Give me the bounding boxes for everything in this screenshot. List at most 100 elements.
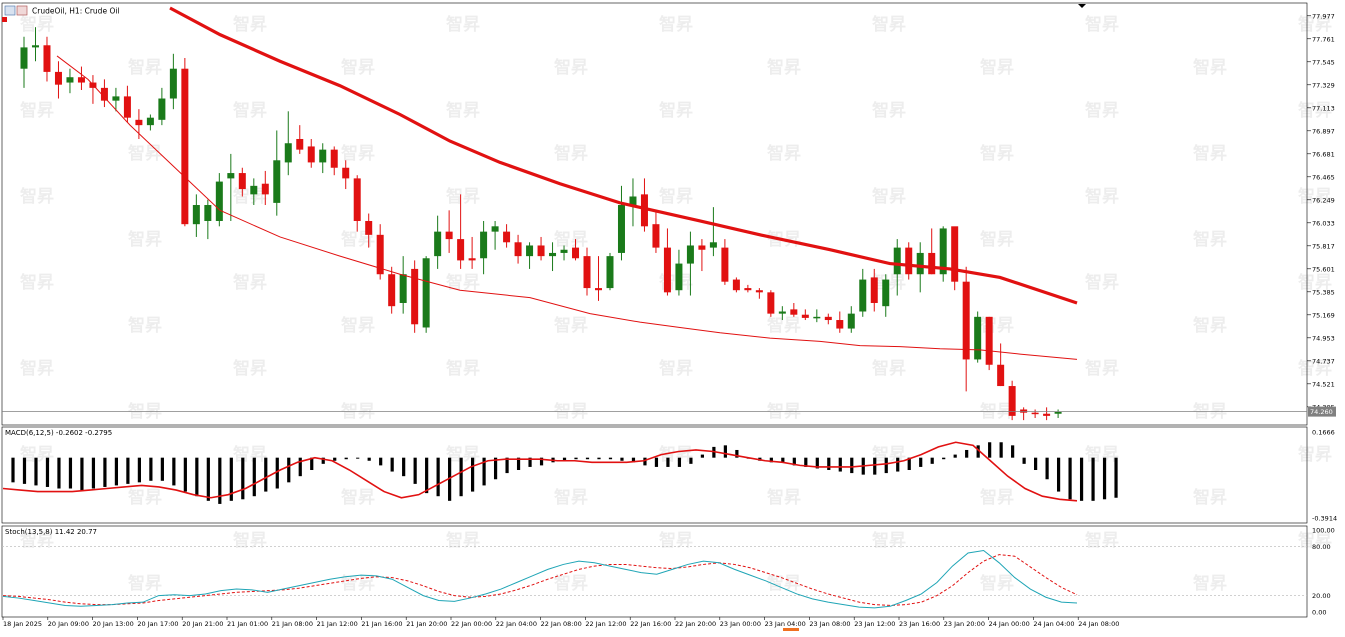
candle-body <box>732 279 740 291</box>
watermark-text: 智昇 <box>1298 186 1332 207</box>
macd-bar <box>390 457 394 472</box>
watermark-text: 智昇 <box>659 358 693 379</box>
macd-bar <box>126 457 130 484</box>
price-tick-label: 77.329 <box>1312 81 1335 89</box>
stoch-tick-label: 0.00 <box>1312 609 1326 617</box>
time-tick-label: 20 Jan 17:00 <box>137 620 178 628</box>
watermark-text: 智昇 <box>1298 272 1332 293</box>
watermark-text: 智昇 <box>233 444 267 465</box>
macd-bar <box>425 457 429 494</box>
macd-panel-border <box>1 426 1308 524</box>
watermark-text: 智昇 <box>233 272 267 293</box>
candle-body <box>847 313 855 329</box>
watermark-text: 智昇 <box>1085 444 1119 465</box>
macd-bar <box>321 457 325 464</box>
macd-bar <box>172 457 176 486</box>
watermark-text: 智昇 <box>1085 186 1119 207</box>
candle-body <box>457 239 465 261</box>
watermark-text: 智昇 <box>20 100 54 121</box>
candle-body <box>652 224 660 248</box>
macd-bar <box>493 457 498 480</box>
macd-bar <box>953 454 957 458</box>
candle-body <box>204 205 212 221</box>
watermark-text: 智昇 <box>554 229 588 250</box>
candle-body <box>939 228 947 275</box>
candle-body <box>261 183 269 195</box>
stoch-signal-line <box>2 554 1078 606</box>
macd-bar <box>367 457 371 461</box>
macd-bar <box>930 457 934 464</box>
price-tick-label: 76.897 <box>1312 127 1335 135</box>
candle-body <box>273 160 281 203</box>
watermark-text: 智昇 <box>1193 57 1227 78</box>
watermark-text: 智昇 <box>446 100 480 121</box>
macd-bar <box>838 457 842 472</box>
watermark-text: 智昇 <box>341 315 375 336</box>
macd-bar <box>505 457 509 474</box>
chart-symbol-icon <box>16 5 28 16</box>
macd-bar <box>1102 457 1107 500</box>
macd-bar <box>68 457 73 489</box>
ma-fast-line <box>56 55 1078 360</box>
scroll-marker[interactable] <box>783 628 799 631</box>
candle-body <box>595 288 602 291</box>
watermark-text: 智昇 <box>554 143 588 164</box>
price-tick-label: 75.385 <box>1312 288 1335 296</box>
time-tick-label: 22 Jan 08:00 <box>541 620 582 628</box>
watermark-text: 智昇 <box>20 14 54 35</box>
watermark-text: 智昇 <box>980 143 1014 164</box>
price-tick-label: 75.169 <box>1312 311 1335 319</box>
macd-label: MACD(6,12,5) -0.2602 -0.2795 <box>5 429 112 437</box>
macd-bar <box>689 457 693 464</box>
watermark-text: 智昇 <box>128 573 162 594</box>
macd-bar <box>402 457 406 477</box>
time-tick-label: 20 Jan 21:00 <box>182 620 223 628</box>
watermark-text: 智昇 <box>872 100 906 121</box>
time-tick-label: 23 Jan 04:00 <box>765 620 806 628</box>
macd-bar <box>448 457 452 501</box>
candle-body <box>388 274 396 307</box>
candle-body <box>836 320 844 329</box>
time-tick-label: 24 Jan 08:00 <box>1078 620 1119 628</box>
candle-body <box>709 242 717 248</box>
macd-bar <box>137 457 141 483</box>
time-tick-label: 22 Jan 20:00 <box>675 620 716 628</box>
candle-body <box>342 167 350 179</box>
time-tick-label: 20 Jan 09:00 <box>48 620 89 628</box>
watermark-text: 智昇 <box>20 186 54 207</box>
candle-body <box>974 316 982 360</box>
watermark-text: 智昇 <box>554 573 588 594</box>
candle-body <box>215 181 223 221</box>
macd-bar <box>57 457 61 489</box>
watermark-text: 智昇 <box>659 530 693 551</box>
time-tick-label: 23 Jan 16:00 <box>899 620 940 628</box>
candle-body <box>606 256 614 289</box>
macd-bar <box>1056 457 1061 492</box>
watermark-text: 智昇 <box>659 186 693 207</box>
time-tick-label: 22 Jan 00:00 <box>451 620 492 628</box>
candle-body <box>491 226 499 232</box>
candle-body <box>376 234 384 275</box>
watermark-text: 智昇 <box>980 315 1014 336</box>
macd-bar <box>700 454 704 458</box>
watermark-text: 智昇 <box>767 487 801 508</box>
macd-bar <box>999 442 1003 458</box>
price-tick-label: 77.113 <box>1312 104 1335 112</box>
price-panel-border <box>1 2 1308 426</box>
macd-bar <box>735 449 739 458</box>
time-tick-label: 24 Jan 04:00 <box>1033 620 1074 628</box>
price-tick-label: 74.521 <box>1312 380 1335 388</box>
price-tick-label: 76.249 <box>1312 196 1335 204</box>
time-tick-label: 23 Jan 12:00 <box>854 620 895 628</box>
macd-bar <box>976 445 980 458</box>
shift-marker-icon[interactable] <box>1078 4 1086 8</box>
watermark-text: 智昇 <box>1085 358 1119 379</box>
watermark-text: 智昇 <box>20 530 54 551</box>
watermark-text: 智昇 <box>341 487 375 508</box>
macd-bar <box>677 457 682 467</box>
candle-body <box>928 252 936 275</box>
candle-body <box>824 316 832 321</box>
candle-body <box>514 242 522 257</box>
